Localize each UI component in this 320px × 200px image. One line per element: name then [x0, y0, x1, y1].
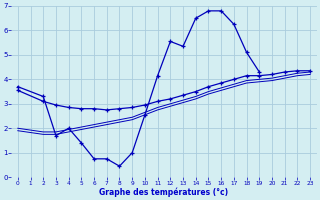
X-axis label: Graphe des températures (°c): Graphe des températures (°c) — [100, 187, 228, 197]
